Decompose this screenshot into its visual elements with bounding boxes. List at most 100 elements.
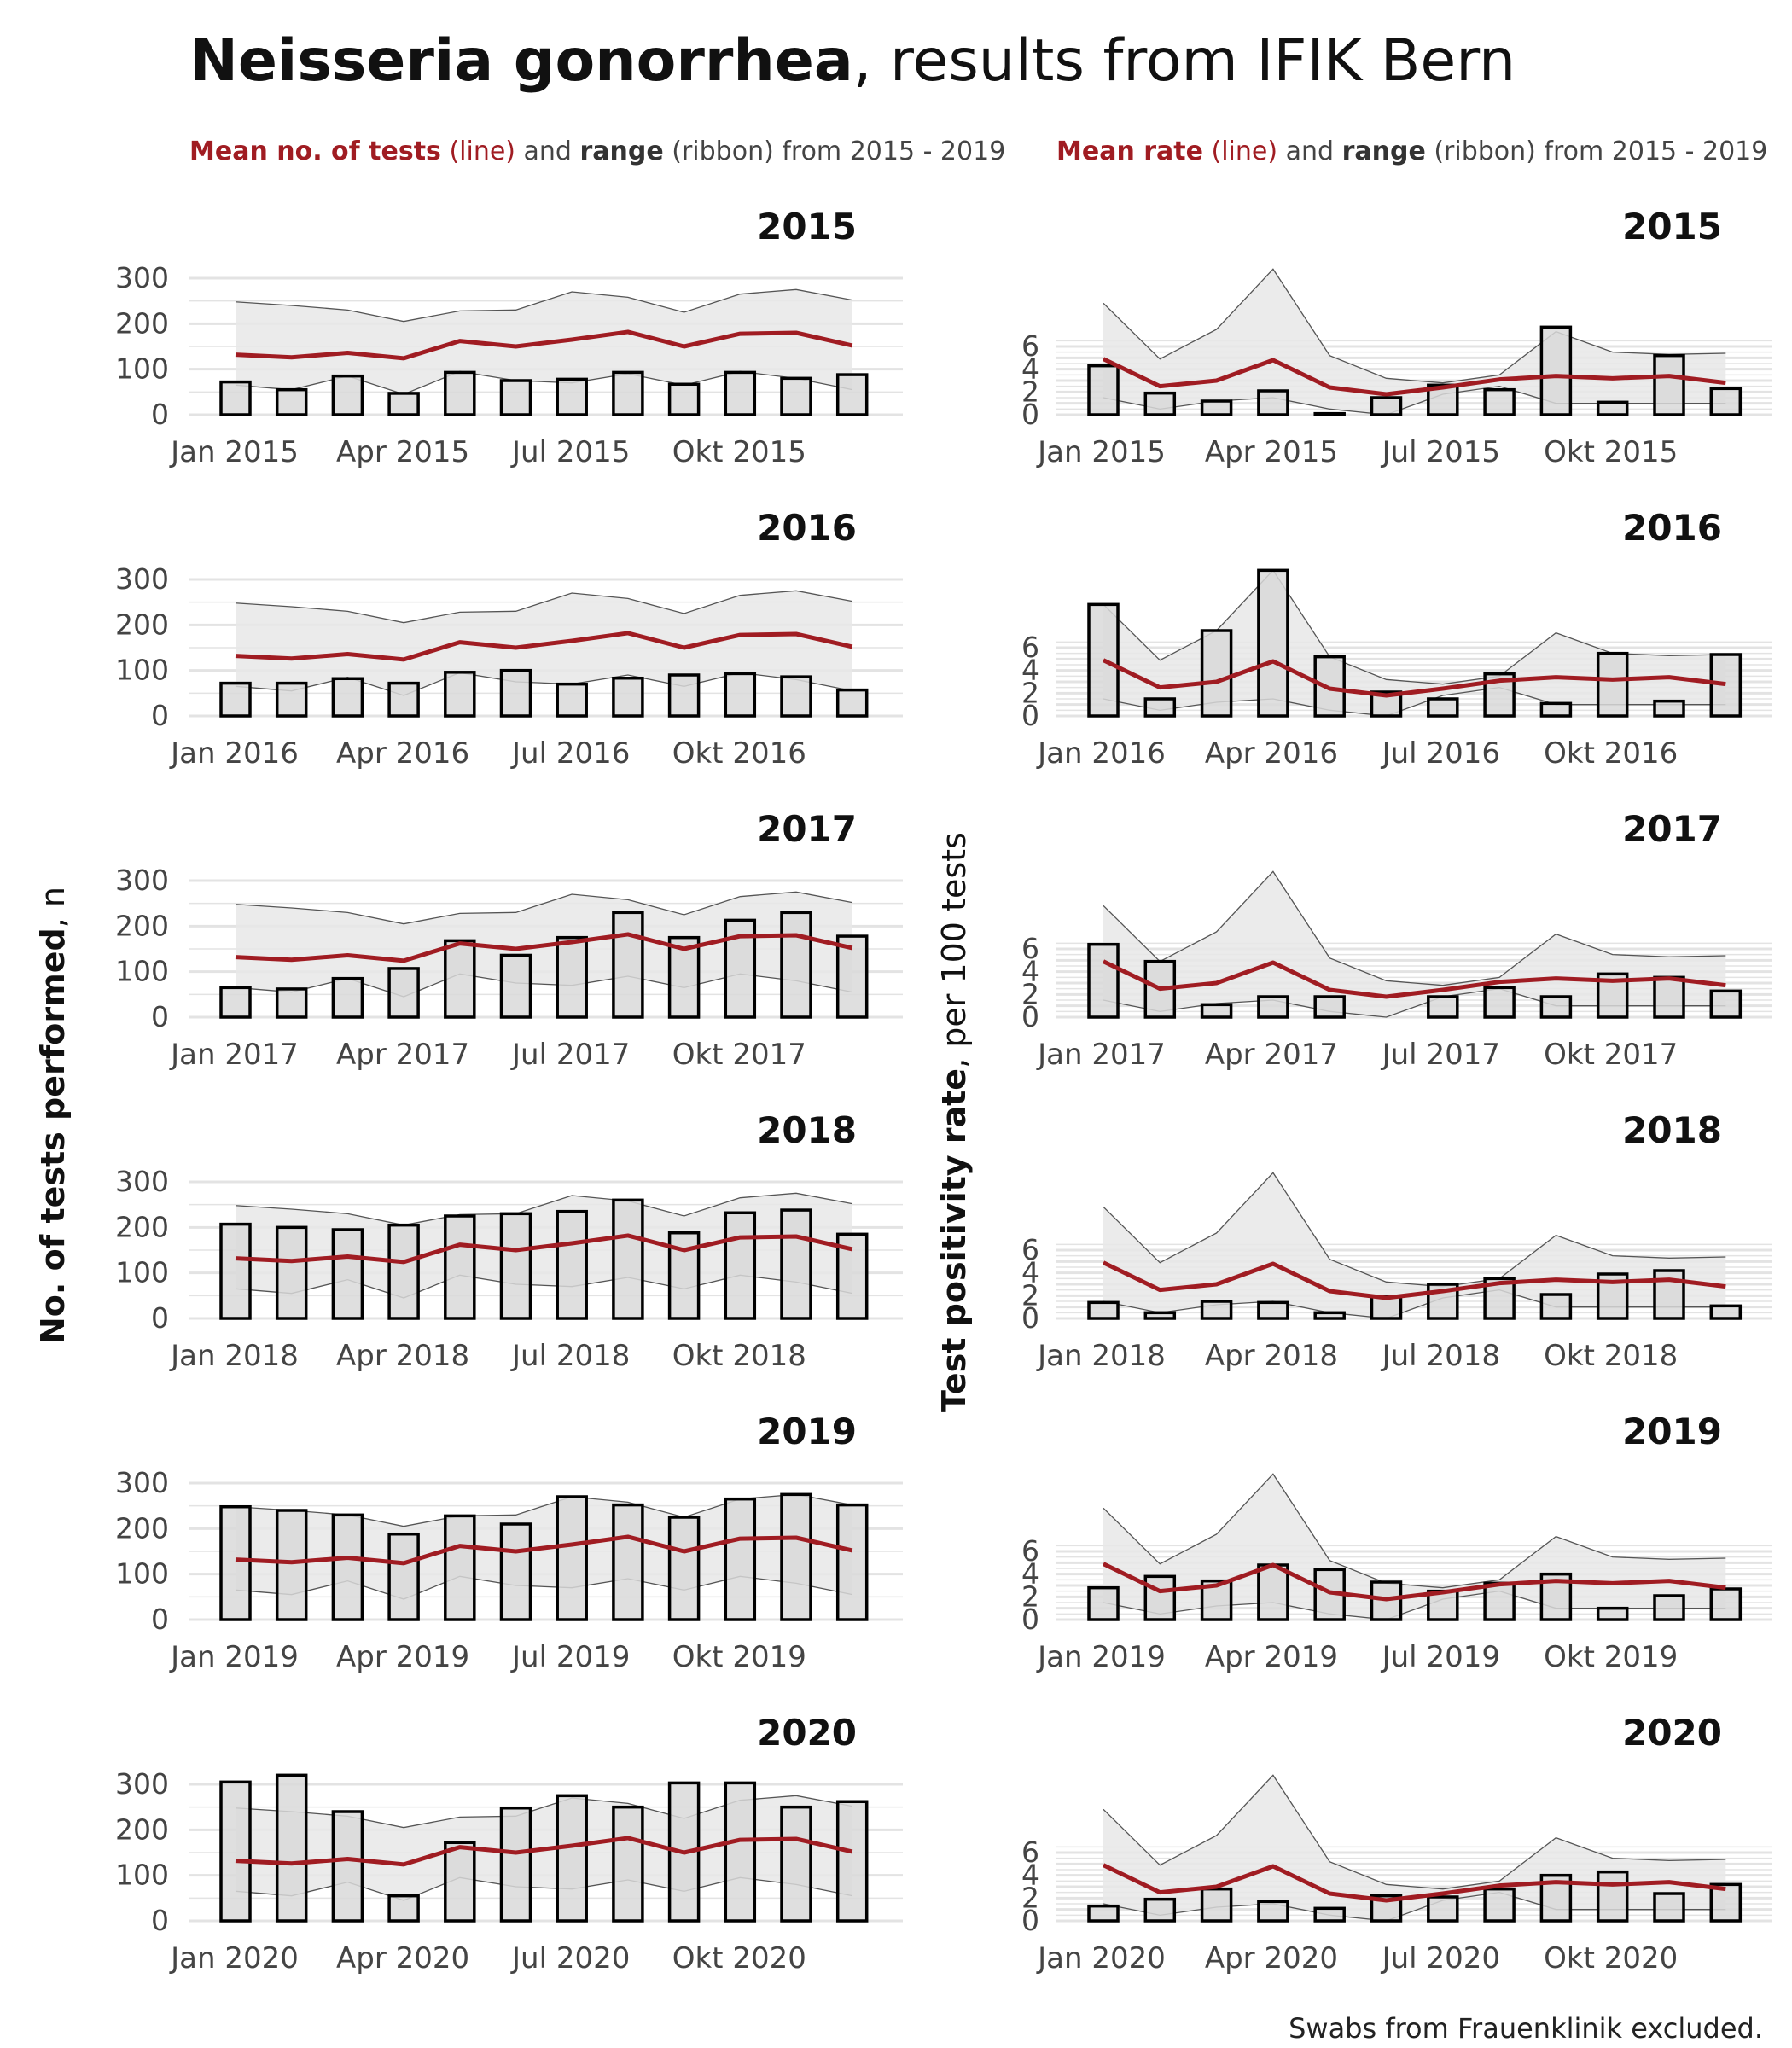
x-tick-label: Apr 2016 — [1205, 736, 1338, 771]
bar — [331, 976, 364, 1019]
bar — [444, 1514, 476, 1621]
x-tick-label: Jan 2015 — [1036, 435, 1166, 469]
x-tick-label: Okt 2018 — [1544, 1339, 1678, 1373]
mean-line — [235, 1233, 853, 1265]
mean-line — [1102, 1863, 1726, 1903]
range-upper-line — [235, 1192, 852, 1226]
facet-tests-2015: 2015 0 100 200 300 Jan 2015 Apr 2015 Jul 2015 Ok… — [115, 206, 903, 469]
x-tick-label: Jan 2016 — [1036, 736, 1166, 771]
bar — [1143, 391, 1177, 416]
facet-tests-2016: 2016 0 100 200 300 Jan 2016 Apr 2016 Jul 2016 Ok… — [115, 507, 903, 771]
y-tick-label: 100 — [115, 1256, 169, 1289]
mean-line — [235, 631, 853, 662]
y-tick-label: 6 — [1021, 1836, 1039, 1869]
facet-tests-2020: 2020 0 100 200 300 Jan 2020 Apr 2020 Jul 2020 Ok… — [115, 1712, 903, 1975]
bar — [1143, 697, 1177, 718]
y-tick-label: 6 — [1021, 1534, 1039, 1568]
bar — [1087, 1300, 1120, 1320]
x-tick-label: Apr 2020 — [1205, 1941, 1338, 1975]
y-tick-label: 0 — [1021, 1301, 1039, 1335]
facet-tests-2017: 2017 0 100 200 300 Jan 2017 Apr 2017 Jul 2017 Ok… — [115, 808, 903, 1072]
bar — [724, 370, 757, 416]
range-upper-line — [1103, 1473, 1726, 1589]
x-tick-label: Jul 2018 — [510, 1339, 630, 1373]
y-tick-label: 200 — [115, 608, 169, 641]
y-tick-label: 2 — [1021, 1881, 1039, 1914]
y-tick-label: 0 — [1021, 1904, 1039, 1937]
bar — [219, 1780, 252, 1923]
subtitle-right: Mean rate (line) and range (ribbon) from… — [1056, 137, 1767, 166]
bar — [1539, 701, 1573, 718]
y-tick-label: 100 — [115, 1859, 169, 1892]
y-tick-label: 300 — [115, 261, 169, 294]
bar — [612, 370, 644, 416]
bar — [1653, 353, 1685, 416]
bar — [612, 1503, 644, 1621]
mean-line — [235, 1836, 853, 1867]
bar — [387, 1223, 420, 1320]
x-tick-label: Jan 2016 — [169, 736, 299, 771]
mean-line — [235, 932, 853, 963]
facet-title: 2020 — [1622, 1712, 1722, 1754]
x-tick-label: Okt 2020 — [1544, 1941, 1678, 1975]
range-upper-line — [235, 891, 852, 925]
y-tick-label: 0 — [1021, 398, 1039, 431]
bar — [612, 1198, 644, 1320]
x-tick-label: Apr 2019 — [1205, 1640, 1338, 1674]
mean-line — [235, 1534, 853, 1566]
y-tick-label: 300 — [115, 864, 169, 897]
y-tick-label: 6 — [1021, 932, 1039, 965]
x-tick-label: Apr 2018 — [1205, 1339, 1338, 1373]
y-tick-label: 2 — [1021, 1580, 1039, 1613]
bar — [1539, 995, 1573, 1019]
bar — [387, 967, 420, 1019]
x-tick-label: Okt 2016 — [672, 736, 806, 771]
bar — [1313, 1568, 1346, 1621]
x-tick-label: Jul 2019 — [510, 1640, 630, 1674]
x-tick-label: Okt 2018 — [672, 1339, 806, 1373]
bar — [1257, 995, 1289, 1019]
bar — [1200, 1887, 1233, 1923]
x-tick-label: Okt 2020 — [672, 1941, 806, 1975]
x-tick-label: Apr 2015 — [1205, 435, 1338, 469]
mean-line — [1102, 959, 1726, 999]
bar — [1709, 1882, 1743, 1923]
bar — [835, 934, 869, 1019]
y-tick-label: 200 — [115, 1210, 169, 1243]
subtitle-left: Mean no. of tests (line) and range (ribb… — [189, 137, 1005, 166]
x-tick-label: Jan 2020 — [169, 1941, 299, 1975]
bar — [1539, 325, 1573, 416]
facet-title: 2018 — [1622, 1109, 1722, 1151]
range-upper-line — [235, 590, 852, 624]
facet-title: 2016 — [1622, 507, 1722, 549]
bar — [556, 1495, 588, 1621]
y-tick-label: 100 — [115, 1557, 169, 1591]
facet-title: 2019 — [757, 1411, 857, 1452]
subtitle-right-e: (ribbon) from 2015 - 2019 — [1425, 137, 1768, 166]
bar — [1257, 568, 1289, 718]
x-tick-label: Jul 2015 — [510, 435, 630, 469]
bar — [1257, 1563, 1289, 1621]
subtitle-left-e: (ribbon) from 2015 - 2019 — [663, 137, 1006, 166]
bar — [1313, 1906, 1346, 1923]
mean-line — [235, 329, 853, 361]
bar — [499, 668, 532, 718]
x-tick-label: Okt 2016 — [1544, 736, 1678, 771]
bar — [1427, 697, 1459, 718]
bar — [612, 676, 644, 718]
bar — [1087, 1904, 1120, 1923]
bar — [331, 1228, 364, 1320]
x-tick-label: Jan 2019 — [169, 1640, 299, 1674]
x-tick-label: Okt 2015 — [1544, 435, 1678, 469]
x-tick-label: Okt 2019 — [1544, 1640, 1678, 1674]
x-tick-label: Okt 2017 — [1544, 1038, 1678, 1072]
bar — [1313, 411, 1346, 416]
bar — [556, 1794, 588, 1923]
bar — [1653, 975, 1685, 1019]
bar — [499, 1806, 532, 1923]
